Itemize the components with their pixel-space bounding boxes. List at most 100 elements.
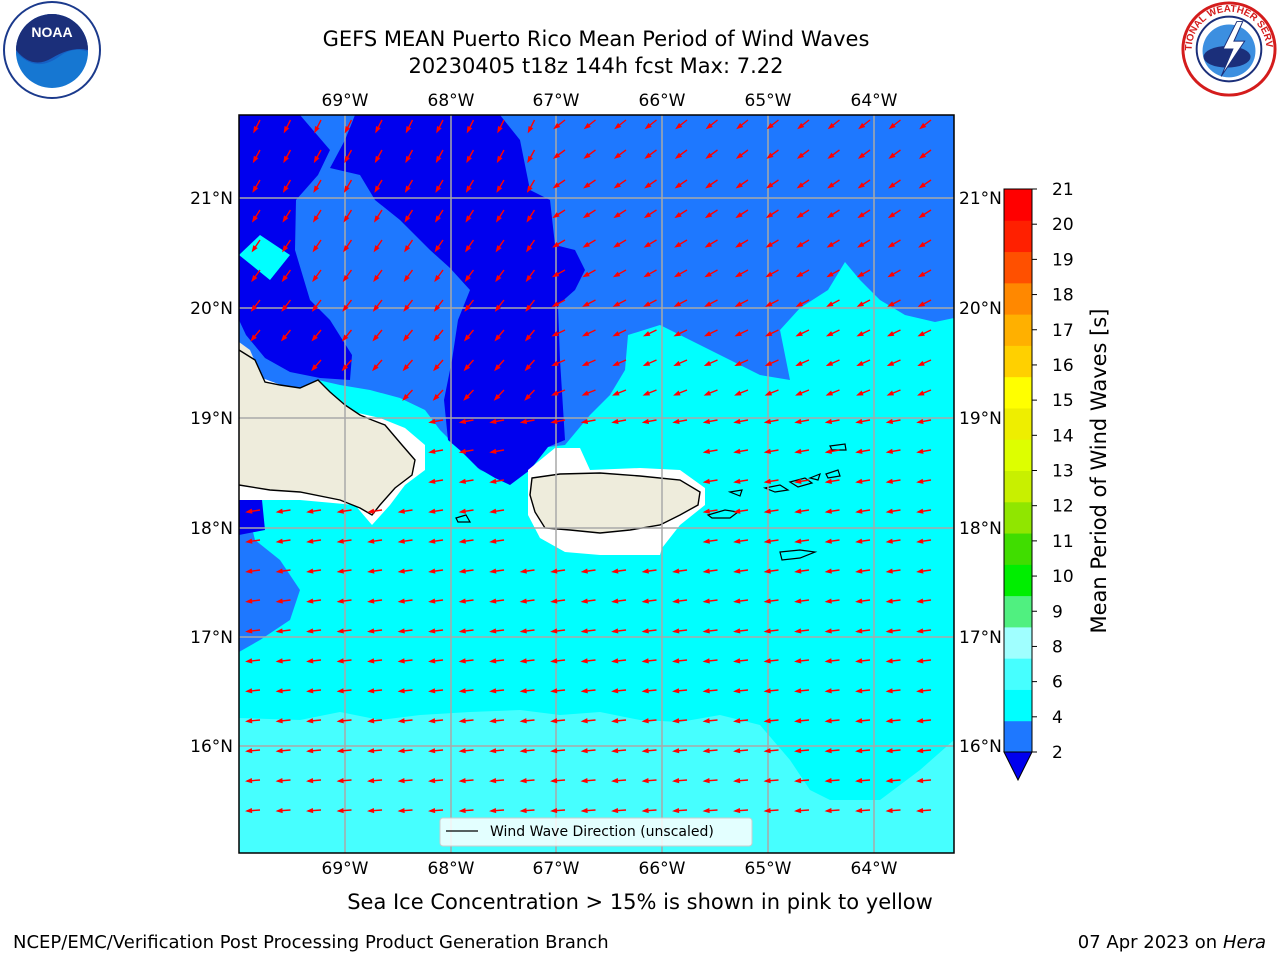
colorbar-label: Mean Period of Wind Waves [s] [1087,309,1111,634]
wind-wave-arrowhead [885,448,894,454]
wind-wave-arrowhead [251,215,258,223]
wind-wave-arrowhead [641,807,649,814]
wind-wave-arrowhead [855,748,863,754]
wind-wave-arrowhead [519,718,527,724]
wind-wave-arrowhead [342,274,349,283]
wind-wave-arrowhead [827,122,835,130]
puerto-rico-land [530,473,700,533]
wind-wave-arrowhead [641,748,649,754]
colorbar-tick-label: 21 [1052,180,1074,200]
wind-wave-arrowhead [372,364,379,372]
colorbar-tick-label: 18 [1052,286,1074,306]
wind-wave-arrowhead [306,598,314,604]
lon-label-top: 64°W [851,91,898,111]
wind-wave-arrowhead [733,598,741,604]
wind-wave-arrowhead [918,212,926,219]
wind-wave-arrowhead [245,538,253,544]
wind-wave-arrowhead [458,628,466,634]
wind-wave-arrowhead [367,628,375,634]
wind-wave-arrowhead [763,508,771,514]
wind-wave-arrowhead [887,212,896,219]
wind-wave-arrowhead [306,508,314,514]
wind-wave-arrowhead [734,390,742,396]
wind-wave-arrowhead [311,364,318,372]
wind-wave-arrowhead [583,152,591,159]
wind-wave-arrowhead [489,478,497,484]
wind-wave-arrowhead [580,418,589,424]
wind-wave-arrowhead [373,274,380,283]
wind-wave-arrowhead [673,390,681,396]
wind-wave-arrowhead [917,360,925,367]
wind-wave-arrowhead [428,658,436,664]
wind-wave-arrowhead [763,628,771,634]
wind-wave-arrowhead [336,598,344,604]
wind-wave-arrowhead [885,748,893,754]
wind-wave-arrowhead [397,688,405,694]
wind-wave-arrowhead [824,568,832,574]
wind-wave-arrowhead [796,152,805,159]
wind-wave-arrowhead [458,658,466,664]
wind-wave-arrowhead [612,360,620,367]
wind-wave-arrowhead [336,748,344,754]
wind-wave-arrowhead [489,508,497,514]
wind-wave-arrowhead [495,245,502,253]
lat-label-left: 17°N [190,628,233,648]
wind-wave-arrowhead [794,658,802,664]
colorbar-segment [1004,439,1032,471]
wind-wave-arrowhead [458,538,466,544]
wind-wave-arrowhead [856,331,864,337]
wind-wave-arrowhead [702,748,710,754]
wind-wave-arrowhead [794,718,802,724]
lat-label-left: 16°N [190,737,233,757]
wind-wave-arrowhead [551,331,559,337]
wind-wave-arrowhead [313,185,320,193]
wind-wave-arrowhead [735,212,743,219]
colorbar-under-extension [1003,751,1033,782]
wind-wave-arrowhead [282,245,289,253]
wind-wave-arrowhead [916,598,924,604]
wind-wave-arrowhead [643,301,651,307]
wind-wave-arrowhead [672,418,680,424]
wind-wave-arrowhead [397,598,405,604]
wind-wave-arrowhead [583,182,591,189]
wind-wave-arrowhead [252,155,259,164]
lat-label-left: 19°N [190,409,233,429]
wind-wave-arrowhead [733,658,741,664]
graticule [239,115,954,853]
wind-wave-arrowhead [527,125,534,134]
wind-wave-arrowhead [702,538,710,544]
wind-wave-arrowhead [887,241,895,248]
wind-wave-arrowhead [764,390,773,396]
wind-wave-arrowhead [763,418,772,424]
wind-wave-arrowhead [888,152,896,159]
wind-wave-arrowhead [703,331,712,337]
wind-wave-arrowhead [764,360,773,367]
wind-wave-arrowhead [825,360,834,367]
lat-label-right: 19°N [959,409,1002,429]
wind-wave-arrowhead [763,478,772,484]
wind-wave-arrowhead [857,212,865,219]
lon-label-top: 65°W [745,91,792,111]
wind-wave-arrowhead [916,658,924,664]
wind-wave-arrowhead [275,778,283,784]
wind-wave-arrowhead [397,508,405,514]
wind-wave-arrowhead [275,658,283,664]
wind-wave-arrowhead [311,304,319,312]
wind-wave-arrowhead [735,152,744,159]
map-legend: Wind Wave Direction (unscaled) [439,817,753,847]
wind-wave-arrowhead [611,778,619,784]
wind-wave-arrowhead [494,334,501,342]
wind-wave-arrowhead [824,658,832,664]
wind-wave-arrowhead [434,245,441,253]
wind-wave-arrowhead [464,274,471,283]
wind-wave-arrowhead [582,271,590,278]
wind-wave-arrowhead [433,364,440,372]
wind-wave-arrowhead [245,598,253,604]
wind-wave-arrowhead [763,658,771,664]
wind-wave-arrowhead [435,185,442,193]
hispaniola-land [239,350,415,515]
wind-wave-arrowhead [673,301,682,307]
wind-wave-arrowhead [280,334,288,342]
wind-wave-arrowhead [428,478,436,484]
wind-wave-arrowhead [885,598,893,604]
